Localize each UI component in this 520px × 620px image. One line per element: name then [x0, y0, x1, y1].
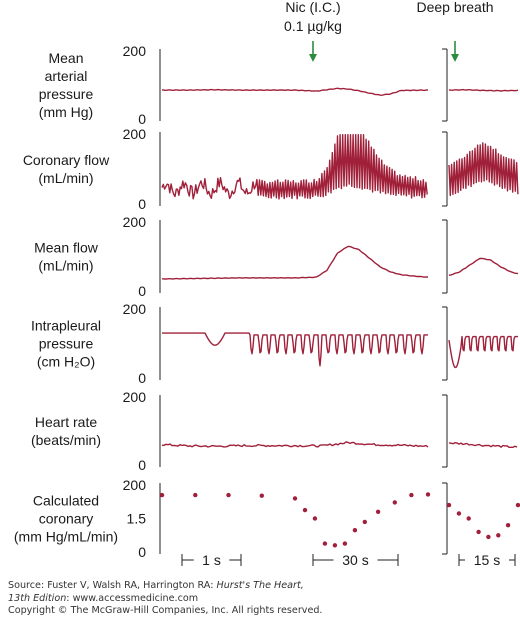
resistance-point-breath	[456, 511, 462, 516]
resistance-point-breath	[515, 502, 520, 508]
trace-intrapleural-breath	[448, 335, 518, 369]
panel-label-map: arterial	[45, 68, 88, 84]
resistance-point-main	[259, 493, 264, 498]
panel-map: Mean arterial pressure (mm Hg) 200 0	[39, 43, 448, 127]
trace-map-main	[162, 87, 428, 96]
trace-heart-rate-breath	[448, 442, 518, 448]
resistance-point-main	[226, 492, 231, 498]
panel-label-mean-flow: (mL/min)	[38, 258, 93, 274]
resistance-point-main	[352, 528, 358, 533]
resistance-point-breath	[486, 534, 491, 540]
resistance-point-main	[409, 492, 414, 498]
tick-label-coronary-flow: 0	[138, 196, 146, 212]
tick-label-heart-rate: 0	[138, 457, 146, 473]
scale-bar-label-bar_1: 1 s	[202, 552, 221, 568]
annotation-injection-text: 0.1 µg/kg	[284, 18, 342, 34]
annotation-injection-arrowhead	[309, 54, 317, 62]
tick-label-resistance: 200	[123, 477, 147, 493]
tick-label-map: 200	[123, 43, 147, 59]
tick-label-coronary-flow: 200	[123, 126, 147, 142]
resistance-point-breath	[446, 502, 452, 508]
footer-edition-line: 13th Edition: www.accessmedicine.com	[8, 593, 323, 606]
trace-mean-flow-breath	[448, 257, 519, 276]
panel-mean-flow: Mean flow (mL/min) 200 0	[34, 214, 448, 299]
panel-label-intrapleural: Intrapleural	[31, 318, 101, 334]
resistance-point-main	[312, 516, 318, 521]
tick-label-map: 0	[138, 111, 146, 127]
tick-label-intrapleural: 0	[138, 370, 146, 386]
tick-label-resistance: 0	[138, 544, 146, 560]
tick-label-heart-rate: 200	[123, 389, 147, 405]
resistance-point-main	[342, 541, 348, 546]
figure-source-footer: Source: Fuster V, Walsh RA, Harrington R…	[8, 580, 323, 618]
footer-copyright: Copyright © The McGraw-Hill Companies, I…	[8, 605, 323, 616]
tick-label-resistance: 1.5	[127, 511, 147, 527]
resistance-point-main	[375, 509, 381, 514]
resistance-point-main	[392, 500, 397, 505]
panel-label-map: Mean	[48, 50, 83, 66]
annotation-breath-arrowhead	[451, 54, 459, 62]
annotation-injection-text: Nic (I.C.)	[285, 0, 340, 15]
resistance-point-main	[425, 492, 431, 497]
footer-source-prefix: Source: Fuster V, Walsh RA, Harrington R…	[8, 580, 217, 591]
panel-label-heart-rate: Heart rate	[35, 414, 97, 430]
panel-resistance: Calculated coronary (mm Hg/mL/min) 200 1.5 0	[14, 477, 448, 560]
footer-edition: 13th Edition	[8, 592, 67, 604]
annotation-breath-text: Deep breath	[416, 0, 493, 15]
resistance-point-main	[332, 543, 338, 548]
panel-label-map: (mm Hg)	[39, 104, 93, 120]
panel-coronary-flow: Coronary flow (mL/min) 200 0	[23, 126, 448, 212]
panel-label-intrapleural: pressure	[39, 336, 94, 352]
panel-label-intrapleural: (cm H₂O)	[37, 354, 95, 370]
resistance-point-breath	[496, 533, 501, 538]
scale-bar-label-bar_3: 15 s	[474, 552, 500, 568]
panel-label-coronary-flow: (mL/min)	[38, 170, 93, 186]
resistance-point-main	[362, 519, 367, 525]
panel-label-coronary-flow: Coronary flow	[23, 152, 110, 168]
footer-book-title: Hurst's The Heart,	[216, 580, 304, 591]
panel-label-map: pressure	[39, 86, 94, 102]
trace-coronary-flow-main	[161, 134, 428, 200]
resistance-point-main	[159, 492, 165, 498]
resistance-point-breath	[466, 516, 471, 521]
trace-intrapleural-main	[162, 332, 428, 367]
panel-label-heart-rate: (beats/min)	[31, 432, 101, 448]
scale-bar-label-bar_2: 30 s	[342, 552, 368, 568]
trace-map-breath	[448, 88, 519, 92]
tick-label-mean-flow: 0	[138, 283, 146, 299]
trace-mean-flow-main	[162, 245, 428, 280]
panel-label-resistance: coronary	[39, 511, 93, 527]
resistance-point-main	[322, 541, 328, 546]
resistance-point-breath	[505, 523, 511, 528]
panel-intrapleural: Intrapleural pressure (cm H₂O) 200 0	[31, 301, 448, 386]
resistance-point-main	[292, 496, 298, 501]
resistance-point-breath	[476, 529, 481, 535]
tick-label-intrapleural: 200	[123, 301, 147, 317]
panel-label-resistance: (mm Hg/mL/min)	[14, 529, 118, 545]
footer-source-line: Source: Fuster V, Walsh RA, Harrington R…	[8, 580, 323, 593]
panel-label-mean-flow: Mean flow	[34, 240, 99, 256]
panel-label-resistance: Calculated	[33, 493, 99, 509]
resistance-point-main	[193, 492, 198, 498]
footer-url: : www.accessmedicine.com	[66, 592, 199, 604]
trace-heart-rate-main	[161, 441, 429, 448]
panel-heart-rate: Heart rate (beats/min) 200 0	[31, 389, 448, 473]
resistance-point-main	[302, 507, 308, 513]
trace-coronary-flow-breath	[448, 142, 519, 197]
tick-label-mean-flow: 200	[123, 214, 147, 230]
